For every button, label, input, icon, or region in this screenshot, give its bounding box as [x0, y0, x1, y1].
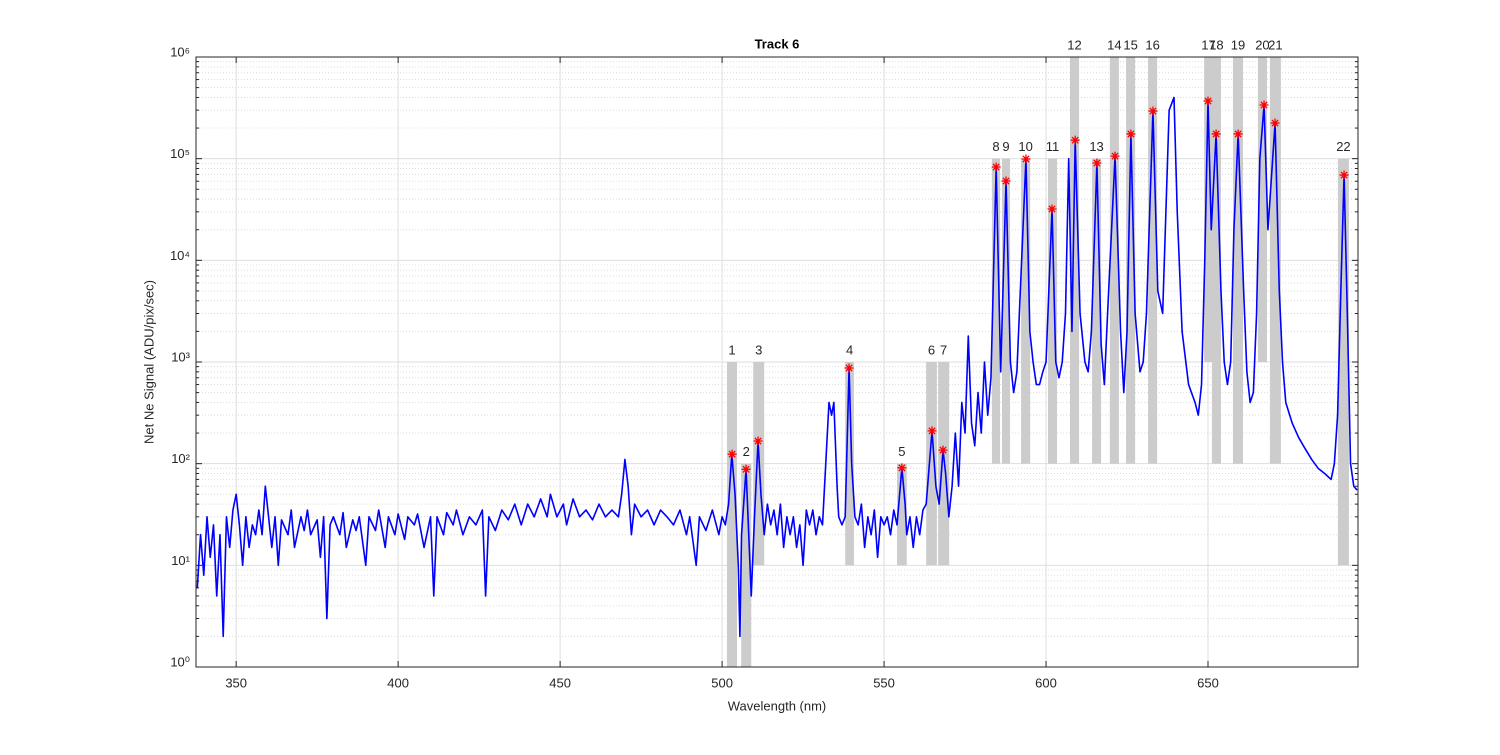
- y-tick-label: 10²: [171, 451, 190, 466]
- line-band: [1070, 57, 1080, 464]
- peak-marker: [1148, 106, 1158, 116]
- x-tick-label: 650: [1197, 675, 1219, 690]
- band-label: 20: [1255, 37, 1269, 52]
- band-label: 11: [1046, 139, 1060, 154]
- y-tick-label: 10⁵: [170, 146, 190, 161]
- peak-marker: [1270, 118, 1280, 128]
- peak-marker: [1233, 129, 1243, 139]
- band-label: 14: [1107, 37, 1121, 52]
- band-label: 3: [755, 342, 762, 357]
- peak-marker: [897, 463, 907, 473]
- y-tick-label: 10⁰: [170, 654, 190, 669]
- peak-marker: [844, 363, 854, 373]
- peak-marker: [1070, 135, 1080, 145]
- band-label: 12: [1067, 37, 1081, 52]
- band-label: 18: [1209, 37, 1223, 52]
- x-tick-label: 500: [711, 675, 733, 690]
- line-band: [1232, 57, 1243, 464]
- peak-marker: [1259, 100, 1269, 110]
- line-band: [1092, 158, 1102, 464]
- y-tick-label: 10⁶: [170, 44, 190, 59]
- peak-marker: [991, 162, 1001, 172]
- line-band: [1211, 57, 1221, 464]
- line-band: [726, 362, 737, 667]
- peak-marker: [1092, 158, 1102, 168]
- lines: [196, 96, 1358, 638]
- band-label: 21: [1268, 37, 1282, 52]
- band-label: 5: [898, 444, 905, 459]
- x-tick-label: 600: [1035, 675, 1057, 690]
- line-band: [845, 362, 854, 566]
- peak-marker: [1110, 151, 1120, 161]
- band-label: 22: [1336, 139, 1350, 154]
- peak-marker: [1211, 129, 1221, 139]
- band-label: 2: [743, 444, 750, 459]
- line-band: [1269, 57, 1281, 464]
- band-label: 19: [1231, 37, 1245, 52]
- band-label: 8: [992, 139, 999, 154]
- peak-marker: [741, 464, 751, 474]
- peak-marker: [1047, 204, 1057, 214]
- line-band: [1021, 158, 1031, 464]
- x-axis-label: Wavelength (nm): [728, 698, 827, 713]
- band-label: 16: [1145, 37, 1159, 52]
- y-tick-label: 10³: [171, 349, 190, 364]
- x-tick-label: 550: [873, 675, 895, 690]
- line-band: [1126, 57, 1136, 464]
- y-tick-label: 10⁴: [170, 248, 190, 263]
- peak-marker: [1001, 176, 1011, 186]
- line-band: [1257, 57, 1267, 362]
- y-axis-label: Net Ne Signal (ADU/pix/sec): [141, 280, 156, 444]
- peak-marker: [1126, 129, 1136, 139]
- line-band: [1204, 57, 1213, 362]
- marks: [727, 96, 1349, 474]
- peak-marker: [727, 449, 737, 459]
- band-label: 1: [728, 342, 735, 357]
- axes-box: [195, 56, 1359, 668]
- line-band: [741, 463, 752, 667]
- line-band: [1337, 158, 1349, 566]
- peak-marker: [1021, 154, 1031, 164]
- band-label: 13: [1089, 139, 1103, 154]
- band-label: 7: [940, 342, 947, 357]
- x-tick-label: 350: [225, 675, 247, 690]
- line-band: [1001, 158, 1011, 464]
- band-label: 17: [1201, 37, 1215, 52]
- peak-marker: [1339, 170, 1349, 180]
- band-label: 10: [1018, 139, 1032, 154]
- line-band: [991, 158, 1001, 464]
- band-label: 15: [1123, 37, 1137, 52]
- peak-marker: [1203, 96, 1213, 106]
- line-band: [926, 362, 937, 566]
- x-tick-label: 450: [549, 675, 571, 690]
- peak-marker: [927, 426, 937, 436]
- line-band: [897, 463, 907, 566]
- peak-marker: [753, 436, 763, 446]
- line-band: [1109, 57, 1119, 464]
- band-label: 6: [928, 342, 935, 357]
- y-tick-label: 10¹: [171, 553, 190, 568]
- band-label: 4: [846, 342, 853, 357]
- line-band: [938, 362, 950, 566]
- chart-title: Track 6: [755, 36, 800, 51]
- line-band: [1047, 158, 1058, 464]
- spectrum-line: [196, 96, 1358, 638]
- labels: 10⁰ 10¹ 10² 10³ 10⁴ 10⁵ 10⁶ 350 400 450 500 550 600 6…: [170, 37, 1351, 690]
- line-band: [1148, 57, 1158, 464]
- band-label: 9: [1002, 139, 1009, 154]
- peak-marker: [938, 445, 948, 455]
- x-tick-label: 400: [387, 675, 409, 690]
